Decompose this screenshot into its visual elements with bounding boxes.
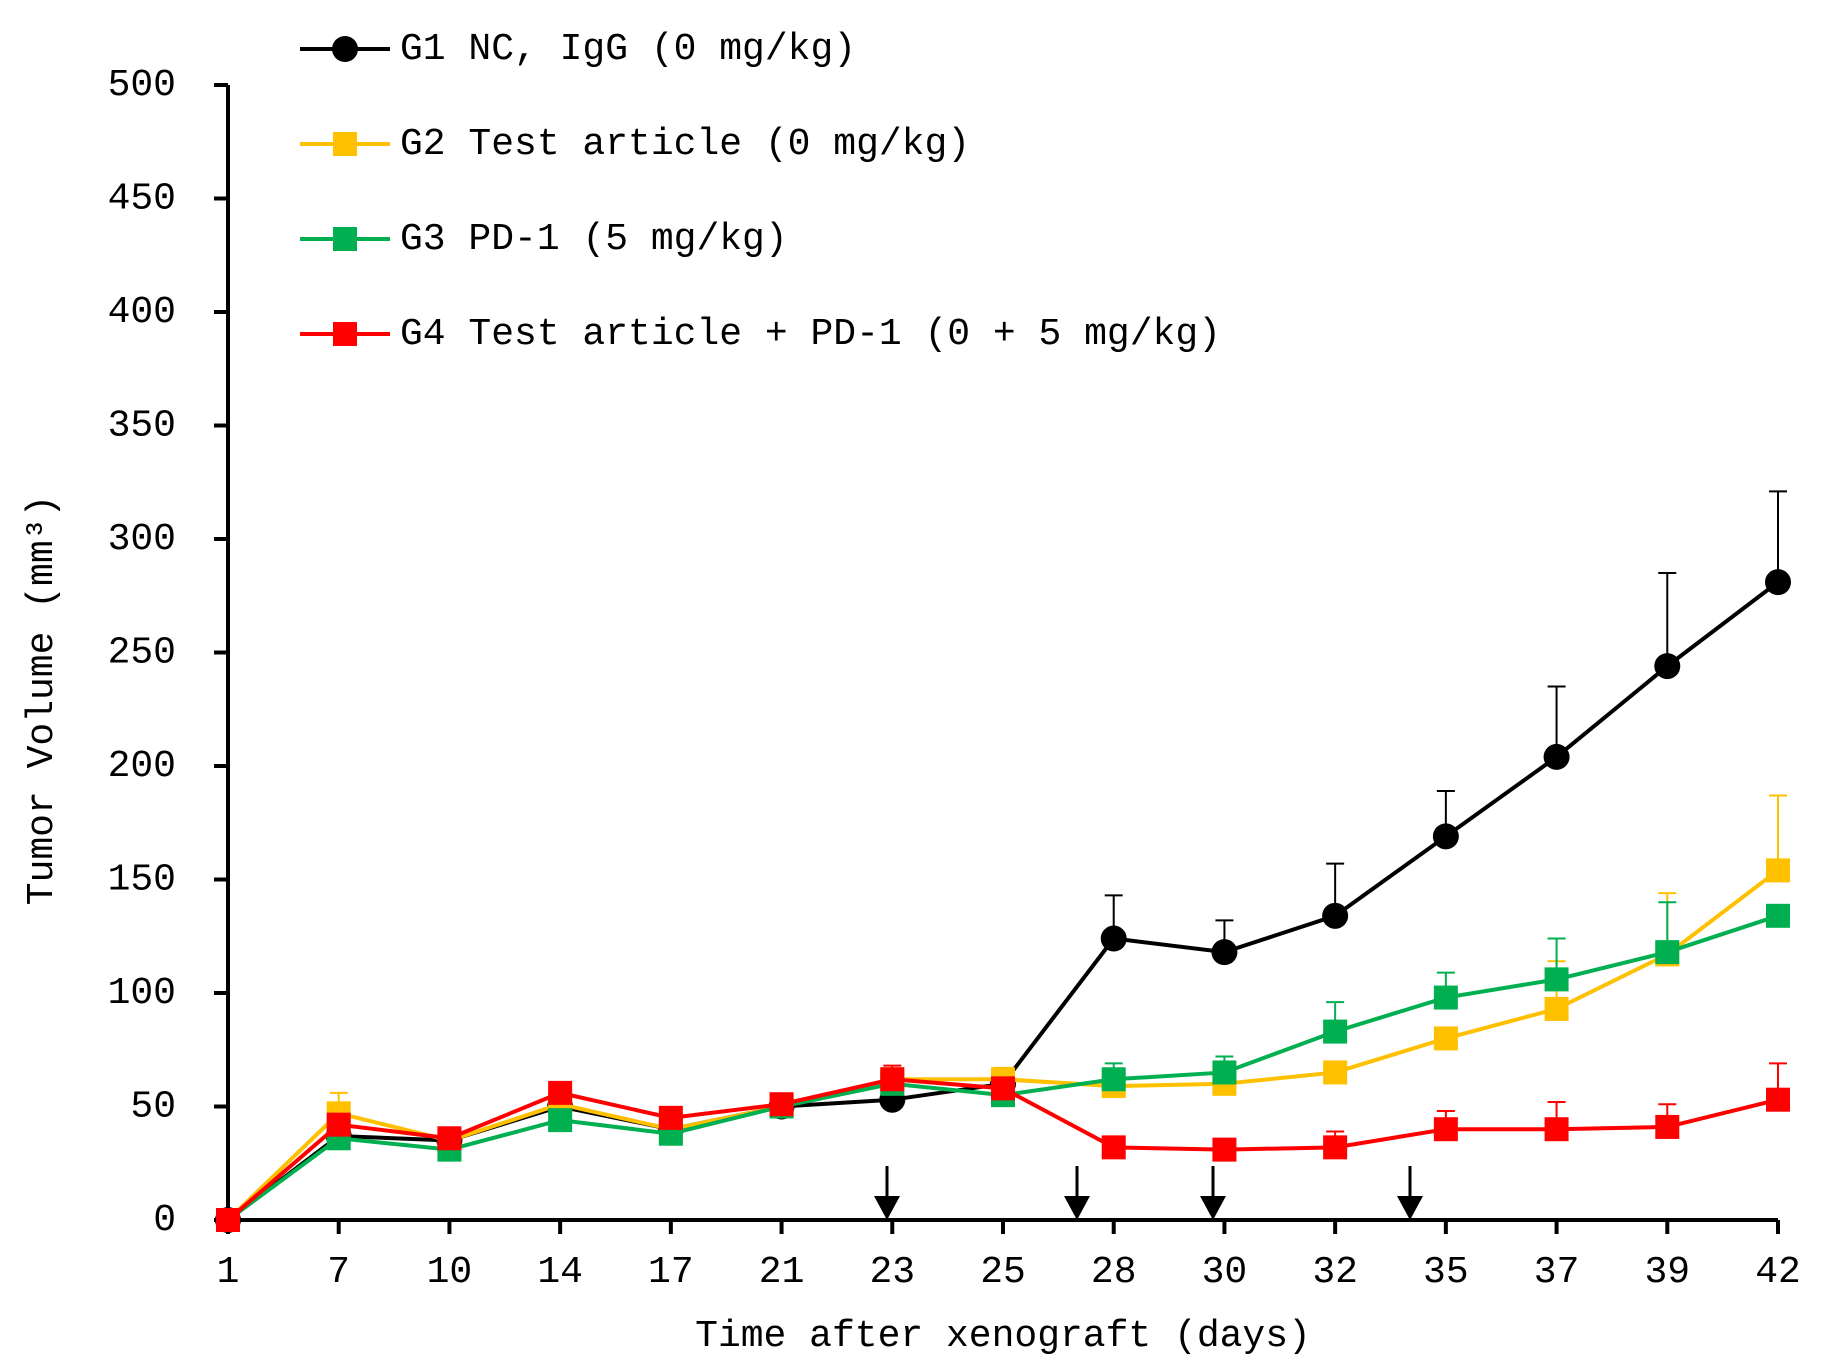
point: [1323, 1060, 1348, 1085]
x-tick-label: 7: [327, 1251, 350, 1294]
point: [326, 1112, 351, 1137]
legend-label: G3 PD-1 (5 mg/kg): [400, 218, 788, 261]
treatment-arrows: [874, 1166, 1423, 1220]
y-axis-title: Tumor Volume (mm³): [21, 495, 64, 905]
error-bar: [1769, 490, 1787, 583]
point: [1655, 940, 1680, 965]
point: [1766, 1087, 1790, 1112]
x-tick-label: 32: [1312, 1251, 1358, 1294]
y-tick-label: 100: [108, 972, 176, 1015]
y-tick-label: 350: [108, 405, 176, 448]
point: [658, 1105, 683, 1130]
point: [1101, 1067, 1126, 1092]
point: [1655, 1114, 1680, 1139]
error-bar: [1769, 794, 1787, 871]
legend-label: G2 Test article (0 mg/kg): [400, 123, 970, 166]
legend-marker: [332, 36, 358, 62]
x-tick-label: 21: [759, 1251, 805, 1294]
y-tick-label: 450: [108, 178, 176, 221]
legend-marker: [333, 227, 357, 251]
point: [548, 1080, 573, 1105]
x-tick-label: 25: [980, 1251, 1026, 1294]
point: [1765, 569, 1791, 596]
point: [1432, 823, 1459, 850]
series: [216, 794, 1790, 1232]
point: [1433, 1026, 1458, 1051]
y-tick-label: 250: [108, 632, 176, 675]
point: [1544, 967, 1569, 992]
x-tick-label: 10: [427, 1251, 473, 1294]
point: [880, 1067, 905, 1092]
y-tick-label: 150: [108, 859, 176, 902]
point: [991, 1076, 1015, 1101]
x-tick-label: 39: [1644, 1251, 1690, 1294]
point: [1323, 1019, 1348, 1044]
y-tick-label: 300: [108, 518, 176, 561]
point: [1766, 858, 1790, 883]
x-tick-label: 14: [537, 1251, 583, 1294]
x-axis-title: Time after xenograft (days): [695, 1315, 1311, 1358]
error-bar: [1658, 572, 1677, 667]
point: [548, 1108, 573, 1133]
y-tick-label: 500: [108, 64, 176, 107]
x-tick-label: 37: [1534, 1251, 1580, 1294]
x-tick-label: 42: [1755, 1251, 1801, 1294]
point: [1100, 925, 1127, 952]
point: [1322, 902, 1349, 929]
point: [1544, 1117, 1569, 1142]
point: [1323, 1135, 1348, 1160]
point: [769, 1092, 794, 1117]
x-tick-label: 35: [1423, 1251, 1469, 1294]
y-tick-label: 50: [130, 1086, 176, 1129]
point: [437, 1126, 462, 1151]
legend-label: G1 NC, IgG (0 mg/kg): [400, 28, 856, 71]
legend-marker: [333, 132, 357, 156]
series-line: [226, 868, 1780, 1222]
point: [1212, 1137, 1237, 1162]
point: [1544, 996, 1569, 1021]
x-tick-label: 30: [1202, 1251, 1248, 1294]
series: [216, 1062, 1790, 1232]
y-tick-label: 200: [108, 745, 176, 788]
x-tick-label: 23: [869, 1251, 915, 1294]
point: [1211, 939, 1238, 966]
legend-label: G4 Test article + PD-1 (0 + 5 mg/kg): [400, 313, 1221, 356]
y-tick-label: 0: [153, 1199, 176, 1242]
legend-marker: [333, 322, 357, 346]
point: [1433, 1117, 1458, 1142]
y-tick-label: 400: [108, 291, 176, 334]
point: [1654, 653, 1681, 680]
point: [1212, 1060, 1237, 1085]
x-tick-label: 1: [217, 1251, 240, 1294]
point: [1543, 743, 1570, 770]
x-tick-label: 17: [648, 1251, 694, 1294]
point: [1766, 903, 1790, 928]
point: [1433, 985, 1458, 1010]
x-tick-label: 28: [1091, 1251, 1137, 1294]
point: [1101, 1135, 1126, 1160]
point: [216, 1208, 240, 1232]
